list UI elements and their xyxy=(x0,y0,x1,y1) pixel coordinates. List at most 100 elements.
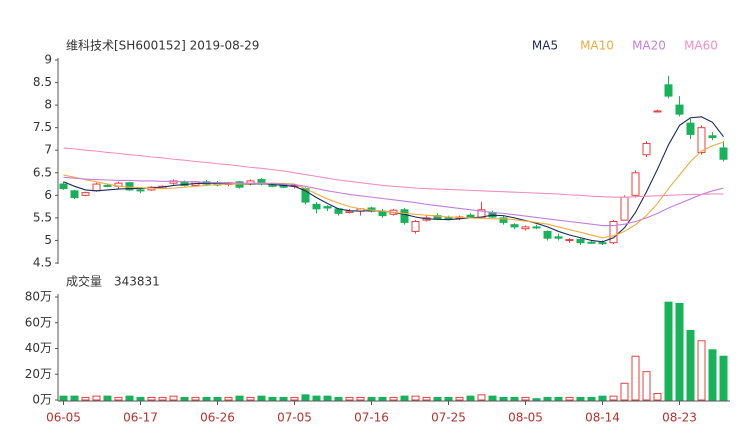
candle-body xyxy=(444,217,453,220)
volume-bar xyxy=(356,396,365,401)
volume-bar xyxy=(180,396,189,401)
volume-bar xyxy=(433,396,442,401)
x-tick-label: 07-05 xyxy=(277,411,312,425)
volume-bar xyxy=(719,355,728,401)
candle-body xyxy=(312,203,321,210)
candle-body xyxy=(103,184,112,187)
candle-body xyxy=(92,183,101,192)
x-tick-label: 07-25 xyxy=(431,411,466,425)
volume-bar xyxy=(411,395,420,401)
candle-body xyxy=(345,210,354,213)
candle-body xyxy=(697,127,706,153)
volume-bar xyxy=(202,396,211,401)
volume-bar xyxy=(246,396,255,401)
volume-bar xyxy=(675,302,684,401)
volume-bar xyxy=(477,394,486,401)
volume-bar xyxy=(169,395,178,401)
candle-body xyxy=(59,183,68,190)
volume-bar xyxy=(554,396,563,401)
volume-bar xyxy=(378,396,387,401)
x-tick-label: 07-16 xyxy=(354,411,389,425)
candle-body xyxy=(609,220,618,244)
candle-body xyxy=(708,135,717,139)
candle-body xyxy=(598,242,607,245)
volume-bar xyxy=(114,396,123,401)
candle-body xyxy=(543,230,552,239)
volume-bar xyxy=(444,396,453,401)
candle-body xyxy=(136,189,145,192)
volume-bar xyxy=(213,396,222,401)
ma-line xyxy=(63,116,724,243)
volume-bar xyxy=(510,396,519,401)
candle-body xyxy=(466,214,475,218)
volume-bar xyxy=(125,395,134,401)
candle-body xyxy=(532,226,541,229)
candle-body xyxy=(686,122,695,135)
candle-body xyxy=(719,147,728,160)
y-tick-label: 0万 xyxy=(32,393,52,407)
y-tick-label: 8.5 xyxy=(33,75,52,89)
volume-title: 成交量 xyxy=(66,274,102,289)
y-tick-label: 20万 xyxy=(25,367,52,381)
x-tick-label: 06-26 xyxy=(200,411,235,425)
volume-bar xyxy=(576,396,585,401)
y-tick-label: 80万 xyxy=(25,290,52,304)
y-tick-label: 8 xyxy=(44,98,52,112)
candle-body xyxy=(521,226,530,230)
volume-bar xyxy=(686,329,695,401)
candle-body xyxy=(587,241,596,244)
legend-label: MA20 xyxy=(632,39,666,53)
x-tick-label: 06-05 xyxy=(46,411,81,425)
volume-bar xyxy=(565,396,574,401)
candle-body xyxy=(499,217,508,223)
volume-bar xyxy=(367,396,376,401)
y-tick-label: 5.5 xyxy=(33,210,52,224)
candle-body xyxy=(510,224,519,228)
candle-body xyxy=(653,110,662,113)
volume-bar xyxy=(312,395,321,401)
candle-body xyxy=(70,190,79,199)
y-tick-label: 5 xyxy=(44,233,52,247)
volume-bar xyxy=(642,371,651,401)
ma-line xyxy=(63,176,724,227)
volume-bar xyxy=(59,395,68,401)
y-tick-label: 7.5 xyxy=(33,120,52,134)
volume-bar xyxy=(70,395,79,401)
volume-bar xyxy=(499,396,508,401)
volume-bar xyxy=(301,394,310,401)
volume-bar xyxy=(521,396,530,401)
volume-bar xyxy=(279,396,288,401)
volume-bar xyxy=(631,355,640,401)
volume-bar xyxy=(136,396,145,401)
volume-bar xyxy=(191,396,200,401)
volume-bar xyxy=(455,396,464,401)
volume-bar xyxy=(587,396,596,401)
volume-bar xyxy=(389,396,398,401)
candle-body xyxy=(631,172,640,196)
candle-body xyxy=(576,239,585,244)
volume-bar xyxy=(268,396,277,401)
candle-body xyxy=(620,196,629,221)
volume-bar xyxy=(257,395,266,401)
x-tick-label: 08-14 xyxy=(585,411,620,425)
candle-body xyxy=(675,104,684,115)
volume-total: 343831 xyxy=(114,275,160,289)
volume-bar xyxy=(103,395,112,401)
volume-bar xyxy=(708,349,717,401)
y-tick-label: 60万 xyxy=(25,315,52,329)
y-tick-label: 6.5 xyxy=(33,165,52,179)
volume-bar xyxy=(532,398,541,401)
x-tick-label: 08-23 xyxy=(662,411,697,425)
candle-body xyxy=(400,209,409,223)
volume-bar xyxy=(664,301,673,401)
volume-bar xyxy=(422,396,431,401)
candle-body xyxy=(554,236,563,239)
volume-bar xyxy=(147,396,156,401)
y-tick-label: 40万 xyxy=(25,341,52,355)
y-tick-label: 6 xyxy=(44,188,52,202)
volume-bar xyxy=(697,340,706,401)
y-tick-label: 7 xyxy=(44,143,52,157)
volume-bar xyxy=(158,396,167,401)
volume-bar xyxy=(609,395,618,401)
